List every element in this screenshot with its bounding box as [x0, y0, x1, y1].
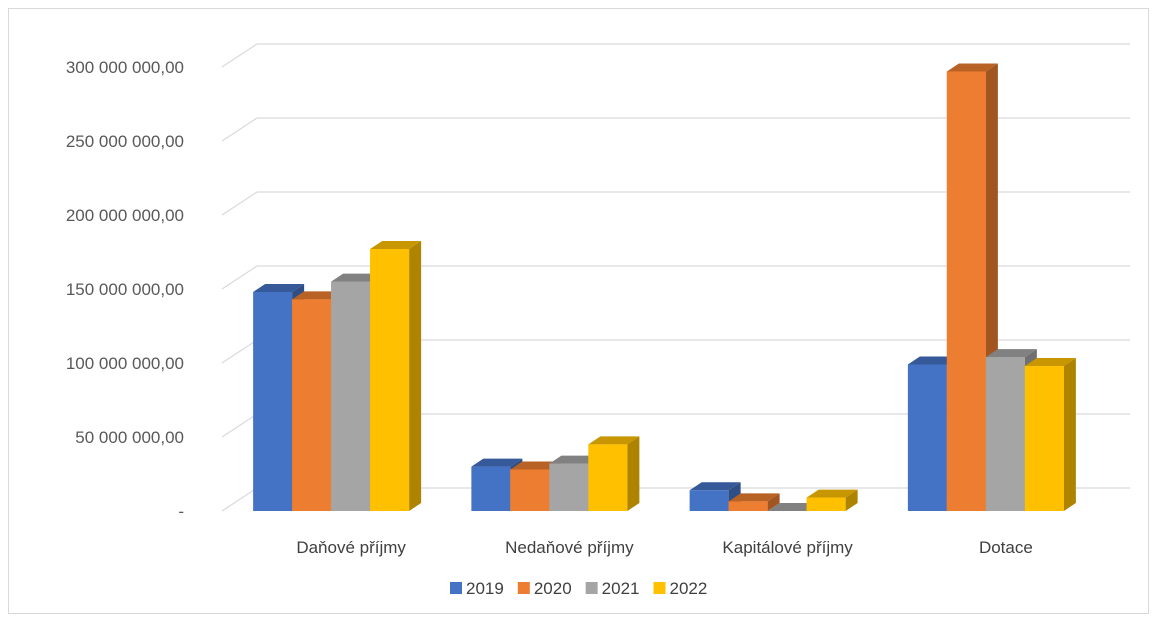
legend-label: 2020 [534, 579, 572, 598]
bar-front-overlay [370, 249, 410, 512]
bar-top [471, 458, 523, 467]
y-tick-label: 100 000 000,00 [66, 354, 184, 373]
bar-top [588, 436, 640, 445]
legend-swatch [517, 582, 530, 594]
bar-front [471, 466, 511, 511]
legend-swatch [653, 582, 666, 594]
bar-front-overlay [549, 463, 589, 511]
category-labels: Daňové příjmy Nedaňové příjmy Kapitálové p… [296, 538, 1032, 557]
bar-top [946, 63, 998, 72]
legend-label: 2019 [466, 579, 504, 598]
gridline-depth [221, 117, 258, 142]
x-category-label: Daňové příjmy [296, 538, 406, 557]
legend-swatch [450, 582, 462, 594]
x-category-label: Kapitálové příjmy [722, 538, 853, 557]
bar-top [689, 482, 741, 491]
y-tick-label: 250 000 000,00 [66, 132, 184, 151]
bar-front-overlay [510, 469, 550, 511]
legend: 2019 2020 2021 2022 [450, 579, 707, 598]
gridline-depth [221, 487, 258, 512]
bar-front-overlay [728, 501, 768, 511]
legend-label: 2022 [669, 579, 707, 598]
bar-top [510, 461, 562, 470]
bar-top [806, 489, 858, 498]
legend-label: 2021 [602, 579, 640, 598]
gridline-depth [221, 43, 258, 68]
bar-top [331, 273, 383, 282]
bar-front-overlay [985, 357, 1025, 511]
y-tick-label: 200 000 000,00 [66, 206, 184, 225]
bar-side [767, 493, 780, 511]
bar-top [370, 241, 422, 250]
y-axis-ticks: - 50 000 000,00 100 000 000,00 150 000 000,… [66, 58, 184, 521]
bar-top [985, 349, 1037, 358]
bar-front [907, 364, 947, 511]
bar-top [907, 356, 959, 365]
bar-top [728, 493, 780, 502]
gridline-depth [221, 265, 258, 290]
bar-top [292, 291, 344, 300]
bar-side [1063, 357, 1076, 511]
bar-top [253, 283, 305, 292]
bar-top [549, 455, 601, 464]
bar-front-overlay [806, 497, 846, 511]
bar-top [1024, 357, 1076, 366]
bars [253, 63, 1076, 512]
bar-2021-3 [767, 503, 819, 511]
gridline-depth [221, 339, 258, 364]
x-category-label: Dotace [979, 538, 1033, 557]
bar-side [845, 489, 858, 511]
bar-front-overlay [1024, 365, 1064, 511]
bar-side [409, 241, 422, 512]
bar-front-overlay [292, 299, 332, 511]
gridline-depth [221, 413, 258, 438]
gridline-depth [221, 191, 258, 216]
legend-swatch [585, 582, 598, 594]
y-tick-label: 300 000 000,00 [66, 58, 184, 77]
bar-front [689, 490, 729, 511]
bar-front-overlay [946, 71, 986, 511]
y-tick-label: 150 000 000,00 [66, 280, 184, 299]
bar-front [253, 291, 293, 511]
y-tick-label: 50 000 000,00 [75, 428, 184, 447]
bar-front-overlay [331, 281, 371, 511]
bar-side [627, 436, 640, 511]
bar-front-overlay [588, 444, 628, 511]
y-tick-label: - [178, 502, 184, 521]
bar-top [767, 503, 819, 511]
x-category-label: Nedaňové příjmy [505, 538, 634, 557]
